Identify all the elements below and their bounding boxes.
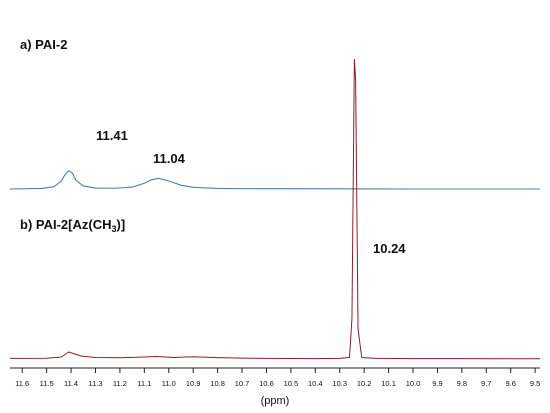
x-tick-label: 9.6 <box>505 379 515 388</box>
x-tick-label: 10.3 <box>332 379 347 388</box>
panel-b-name-base: PAI-2[Az(CH <box>36 217 112 232</box>
x-tick-label: 10.8 <box>210 379 225 388</box>
series-layer <box>9 58 540 360</box>
x-tick-label: 9.7 <box>481 379 491 388</box>
x-tick-label: 10.1 <box>381 379 396 388</box>
x-tick-label: 10.9 <box>186 379 201 388</box>
x-tick-label: 11.0 <box>162 379 176 388</box>
panel-a-label: a) PAI-2 <box>20 37 67 52</box>
x-axis-title: (ppm) <box>261 395 290 407</box>
spectrum-line-a <box>9 170 540 190</box>
x-tick-label: 10.6 <box>259 379 274 388</box>
x-tick-label: 9.9 <box>432 379 442 388</box>
x-tick-label: 11.1 <box>137 379 151 388</box>
peak-label-10-24: 10.24 <box>373 241 406 256</box>
x-tick-label: 10.0 <box>406 379 421 388</box>
spectrum-line-b <box>9 58 540 360</box>
x-tick-label: 9.5 <box>530 379 540 388</box>
panel-b-prefix: b) <box>20 217 36 232</box>
panel-b-name-tail: )] <box>117 217 126 232</box>
x-tick-label: 11.4 <box>64 379 78 388</box>
x-tick-label: 11.3 <box>88 379 102 388</box>
x-axis-ticks: 11.6 11.5 11.4 11.3 11.2 11.1 11.0 10.9 10.8 10.7… <box>15 368 540 388</box>
panel-a-name: PAI-2 <box>35 37 67 52</box>
x-tick-label: 11.5 <box>40 379 54 388</box>
panel-a-prefix: a) <box>20 37 35 52</box>
peak-label-11-04: 11.04 <box>153 151 186 166</box>
x-tick-label: 10.5 <box>284 379 299 388</box>
panel-b-name-sub: 3 <box>111 224 116 234</box>
x-tick-label: 10.4 <box>308 379 323 388</box>
x-tick-label: 11.6 <box>15 379 29 388</box>
x-tick-label: 11.2 <box>113 379 127 388</box>
x-tick-label: 10.2 <box>357 379 372 388</box>
peak-label-11-41: 11.41 <box>96 128 128 143</box>
panel-b-label: b) PAI-2[Az(CH3)] <box>20 217 125 234</box>
x-tick-label: 10.7 <box>235 379 250 388</box>
x-tick-label: 9.8 <box>457 379 467 388</box>
